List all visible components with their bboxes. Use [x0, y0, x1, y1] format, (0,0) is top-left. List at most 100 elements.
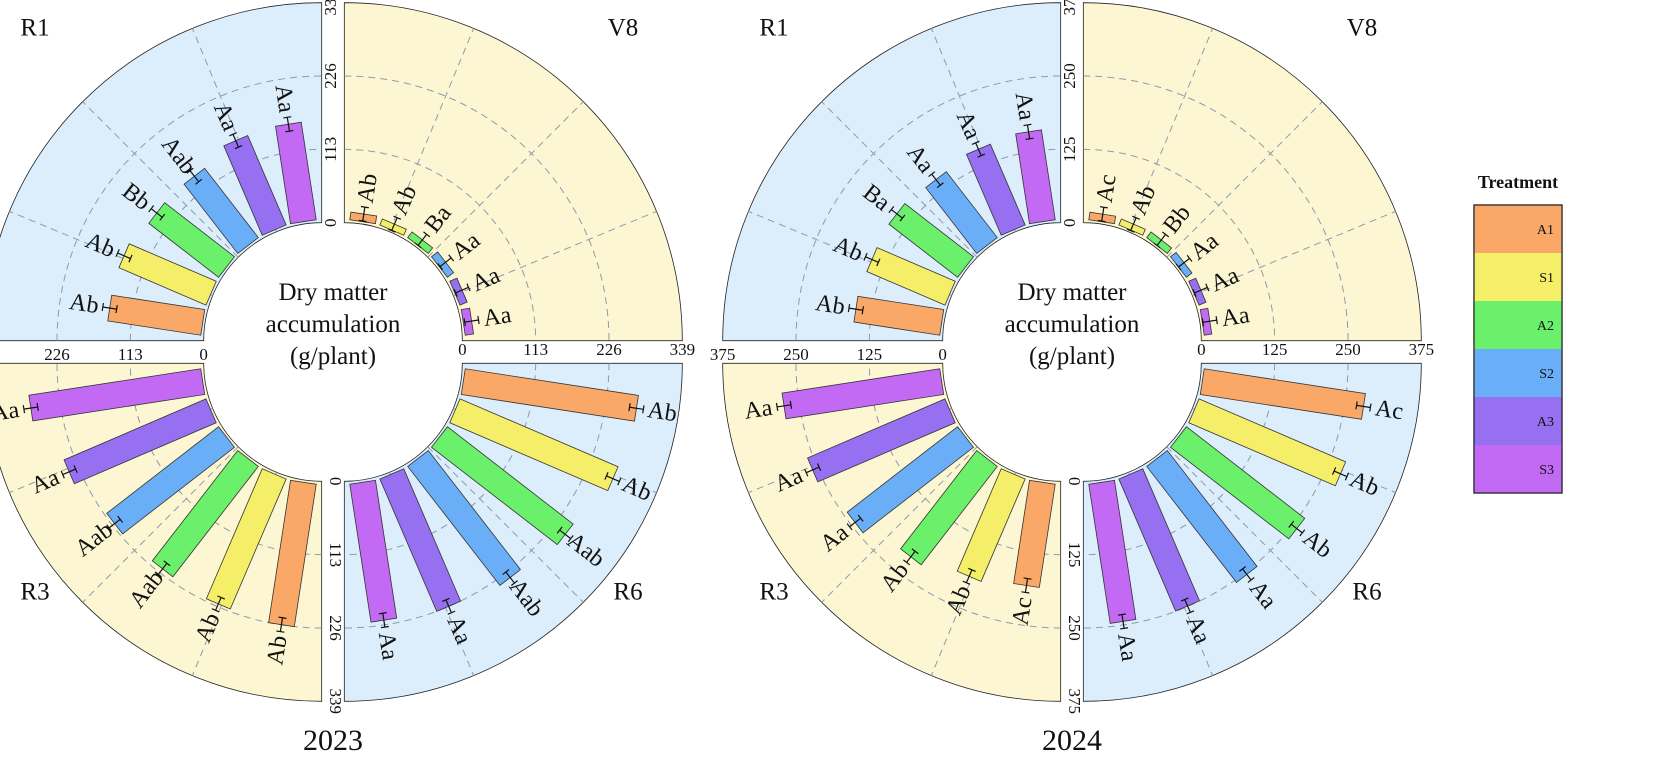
- error-cap: [888, 206, 895, 214]
- error-cap: [442, 597, 450, 602]
- error-bar: [157, 562, 168, 575]
- significance-label: Ac: [1373, 395, 1405, 425]
- significance-label: Aa: [373, 630, 403, 662]
- bar-r6-a1: [460, 368, 639, 422]
- axis-tick-label: 375: [710, 345, 736, 364]
- error-cap: [380, 625, 389, 629]
- bar-r1-s1: [118, 243, 217, 306]
- legend-border: [1473, 204, 1563, 494]
- error-cap: [1023, 123, 1032, 127]
- stage-label: R6: [1352, 579, 1381, 606]
- error-bar: [108, 518, 121, 529]
- significance-label: Aa: [269, 83, 299, 115]
- bar-r6-a2: [430, 426, 574, 546]
- bar-r1-s3: [275, 121, 317, 225]
- error-bar: [102, 306, 117, 310]
- legend-label: S1: [1539, 271, 1554, 286]
- error-bar: [505, 571, 515, 584]
- error-cap: [968, 567, 976, 573]
- axis-tick-label: 250: [783, 345, 809, 364]
- error-cap: [378, 612, 387, 615]
- axis-tick-label: 125: [857, 345, 883, 364]
- error-cap: [1186, 254, 1193, 262]
- legend-title: Treatment: [1478, 172, 1558, 192]
- error-cap: [1215, 316, 1218, 325]
- axis-tick-label: 226: [321, 63, 340, 89]
- axis-tick-label: 375: [1065, 689, 1084, 715]
- axis-tick-label: 226: [44, 345, 70, 364]
- bar-r3-s1: [205, 468, 287, 610]
- axis-tick-label: 375: [1409, 340, 1435, 359]
- error-cap: [936, 182, 944, 189]
- error-bar: [1184, 599, 1191, 613]
- significance-label: Ac: [1008, 595, 1038, 627]
- bar-r3-s2: [846, 426, 975, 534]
- error-cap: [1120, 627, 1129, 630]
- error-cap: [466, 283, 471, 292]
- axis-tick-label: 125: [1060, 137, 1079, 163]
- error-bar: [445, 599, 453, 613]
- grid-spoke: [427, 101, 584, 258]
- error-cap: [1132, 215, 1141, 220]
- center-label-line: Dry matter: [279, 279, 389, 306]
- error-cap: [1238, 565, 1247, 572]
- error-cap: [1117, 613, 1127, 616]
- grid-spoke: [1166, 101, 1323, 258]
- error-cap: [387, 228, 396, 233]
- legend-label: A1: [1537, 223, 1554, 238]
- error-cap: [477, 315, 480, 325]
- error-cap: [1021, 591, 1030, 594]
- error-cap: [358, 219, 367, 223]
- error-cap: [115, 249, 120, 257]
- bar-r1-a2: [888, 203, 975, 278]
- stage-label: V8: [1347, 15, 1378, 42]
- grid-spoke: [453, 210, 657, 296]
- error-cap: [1331, 467, 1337, 475]
- grid-spoke: [1166, 446, 1323, 603]
- axis-tick-label: 0: [199, 345, 208, 364]
- axis-tick-label: 375: [1060, 0, 1079, 15]
- error-cap: [115, 305, 118, 314]
- error-cap: [1099, 206, 1108, 209]
- grid-spoke: [821, 446, 978, 603]
- axis-tick-label: 339: [321, 0, 340, 15]
- error-bar: [1290, 523, 1303, 534]
- grid-spoke: [427, 446, 584, 603]
- error-cap: [1097, 219, 1106, 223]
- legend-swatch-a1: [1474, 205, 1562, 253]
- year-label: 2023: [303, 724, 363, 757]
- error-cap: [154, 571, 162, 578]
- error-cap: [1175, 263, 1182, 271]
- center-label-line: (g/plant): [290, 343, 376, 370]
- legend-label: A2: [1537, 319, 1554, 334]
- error-cap: [211, 608, 220, 613]
- bar-r3-s3: [781, 368, 945, 420]
- error-cap: [36, 402, 39, 412]
- axis-tick-label: 0: [321, 218, 340, 227]
- error-bar: [805, 466, 820, 474]
- bar-r6-s1: [1188, 398, 1347, 487]
- error-bar: [286, 117, 291, 132]
- stage-label: R3: [20, 579, 49, 606]
- error-bar: [150, 208, 163, 218]
- error-bar: [849, 517, 862, 528]
- stage-label: R1: [759, 15, 788, 42]
- error-cap: [775, 402, 779, 412]
- significance-label: Aa: [1010, 90, 1040, 122]
- axis-tick-label: 250: [1060, 63, 1079, 89]
- stage-label: R6: [613, 579, 642, 606]
- bar-r3-s2: [106, 426, 236, 535]
- bar-r1-s2: [925, 171, 998, 255]
- error-cap: [617, 477, 622, 486]
- axis-tick-label: 339: [670, 340, 696, 359]
- error-bar: [455, 286, 469, 294]
- error-cap: [447, 610, 456, 615]
- error-bar: [1121, 614, 1125, 629]
- axis-tick-label: 0: [1060, 218, 1079, 227]
- error-bar: [62, 468, 76, 476]
- error-cap: [448, 254, 455, 262]
- error-cap: [22, 405, 26, 414]
